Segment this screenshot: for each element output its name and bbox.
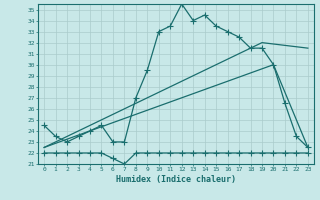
X-axis label: Humidex (Indice chaleur): Humidex (Indice chaleur) [116, 175, 236, 184]
